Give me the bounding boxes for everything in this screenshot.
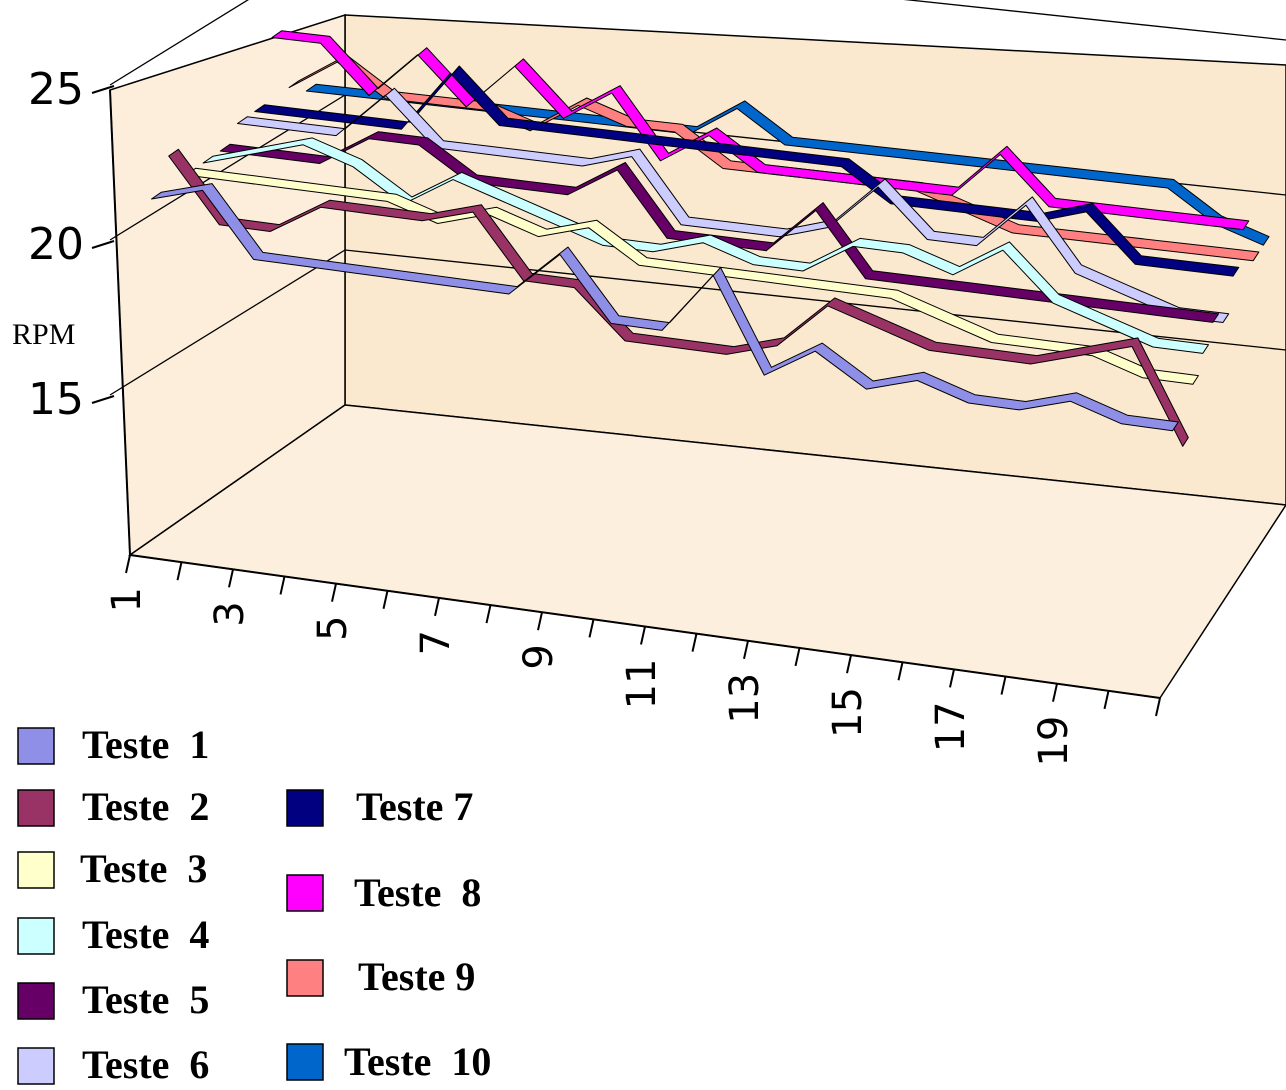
legend-swatch-teste-10 bbox=[286, 1043, 324, 1081]
gridline-0 bbox=[109, 249, 1286, 396]
x-tick-mark-2 bbox=[228, 569, 234, 588]
x-tick-mark-20 bbox=[1155, 697, 1161, 717]
legend-swatch-teste-7 bbox=[286, 789, 324, 827]
legend-label-teste-4: Teste 4 bbox=[82, 912, 209, 957]
x-tick-mark-8 bbox=[537, 611, 543, 631]
legend-swatch-teste-3 bbox=[17, 851, 55, 889]
x-tick-label-3: 7 bbox=[413, 630, 459, 655]
series-layer bbox=[151, 30, 1270, 447]
y-tick-label-1: 20 bbox=[28, 219, 84, 270]
legend-label-teste-5: Teste 5 bbox=[82, 977, 209, 1022]
series-line-teste-6 bbox=[237, 87, 1230, 323]
x-tick-mark-19 bbox=[1103, 690, 1110, 710]
legend: Teste 1 Teste 2 Teste 3 Teste 4 Teste 5 Teste… bbox=[17, 722, 491, 1087]
x-tick-label-7: 15 bbox=[825, 687, 871, 738]
x-tick-label-5: 11 bbox=[619, 659, 665, 710]
y-tick-mark-1 bbox=[91, 240, 115, 249]
legend-label-teste-10: Teste 10 bbox=[344, 1039, 491, 1084]
legend-swatch-teste-5 bbox=[17, 982, 55, 1020]
y-tick-mark-0 bbox=[91, 395, 115, 404]
legend-label-teste-6: Teste 6 bbox=[82, 1042, 209, 1087]
y-tick-mark-2 bbox=[91, 85, 115, 94]
axes bbox=[91, 85, 1161, 717]
x-tick-mark-18 bbox=[1052, 683, 1058, 702]
x-tick-mark-6 bbox=[434, 597, 440, 617]
legend-swatch-teste-8 bbox=[286, 874, 324, 912]
x-tick-label-8: 17 bbox=[928, 701, 974, 752]
y-axis-line bbox=[109, 89, 131, 556]
x-tick-mark-14 bbox=[846, 654, 852, 674]
x-tick-label-0: 1 bbox=[104, 587, 150, 612]
legend-label-teste-8: Teste 8 bbox=[354, 870, 481, 915]
x-tick-label-6: 13 bbox=[722, 673, 768, 724]
gridline-2 bbox=[109, 0, 1286, 86]
y-tick-label-2: 25 bbox=[28, 64, 84, 115]
series-line-teste-4 bbox=[202, 137, 1209, 354]
x-tick-mark-15 bbox=[897, 662, 904, 681]
x-tick-label-2: 5 bbox=[310, 616, 356, 641]
x-tick-mark-7 bbox=[485, 604, 492, 624]
x-tick-mark-9 bbox=[588, 619, 595, 638]
legend-label-teste-9: Teste 9 bbox=[358, 954, 475, 999]
legend-swatch-teste-2 bbox=[17, 789, 55, 827]
x-tick-mark-12 bbox=[743, 640, 749, 660]
x-tick-mark-17 bbox=[1000, 676, 1007, 695]
x-tick-label-4: 9 bbox=[516, 644, 562, 669]
y-tick-labels: 15 20 25 bbox=[28, 64, 84, 425]
legend-label-teste-1: Teste 1 bbox=[82, 722, 209, 767]
x-tick-mark-0 bbox=[125, 554, 131, 574]
x-tick-mark-3 bbox=[279, 576, 286, 595]
legend-label-teste-3: Teste 3 bbox=[80, 846, 207, 891]
series-line-teste-7 bbox=[254, 65, 1240, 277]
legend-swatch-teste-1 bbox=[17, 727, 55, 765]
series-line-teste-9 bbox=[288, 54, 1260, 262]
series-line-teste-1 bbox=[151, 183, 1179, 432]
x-tick-label-1: 3 bbox=[207, 601, 253, 626]
x-tick-mark-11 bbox=[691, 633, 698, 652]
x-tick-label-9: 19 bbox=[1031, 716, 1077, 767]
x-tick-mark-4 bbox=[331, 583, 337, 602]
legend-swatch-teste-4 bbox=[17, 917, 55, 955]
x-tick-mark-5 bbox=[382, 590, 389, 609]
x-tick-mark-16 bbox=[949, 669, 955, 688]
legend-swatch-teste-6 bbox=[17, 1047, 55, 1085]
x-tick-mark-1 bbox=[176, 561, 183, 581]
series-line-teste-8 bbox=[271, 30, 1250, 231]
y-tick-label-0: 15 bbox=[28, 374, 84, 425]
series-line-teste-2 bbox=[168, 148, 1189, 447]
legend-label-teste-7: Teste 7 bbox=[356, 784, 473, 829]
x-tick-mark-10 bbox=[640, 626, 646, 645]
y-axis-label: RPM bbox=[12, 318, 75, 351]
legend-swatch-teste-9 bbox=[286, 959, 324, 997]
series-line-teste-3 bbox=[185, 167, 1199, 385]
legend-label-teste-2: Teste 2 bbox=[82, 784, 209, 829]
x-tick-mark-13 bbox=[794, 647, 801, 667]
